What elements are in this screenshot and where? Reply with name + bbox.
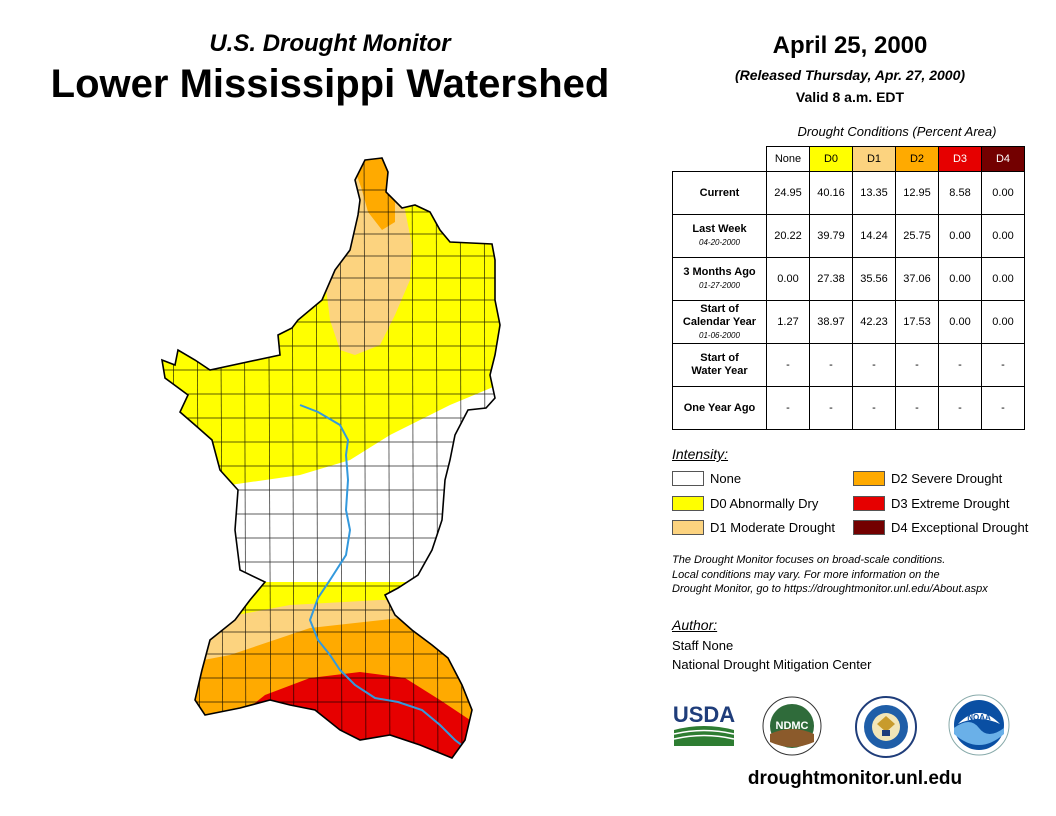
legend-item-d2: D2 Severe Drought	[853, 471, 1002, 486]
legend-label: None	[710, 471, 742, 486]
table-cell: 0.00	[981, 171, 1025, 215]
table-row: Start of Calendar Year 01-06-2000 1.27 38.…	[672, 300, 1025, 344]
info-note: The Drought Monitor focuses on broad-sca…	[672, 553, 1042, 597]
table-cell: 1.27	[766, 300, 810, 344]
table-cell: 8.58	[938, 171, 982, 215]
col-header-d2: D2	[895, 146, 939, 172]
table-cell: -	[981, 386, 1025, 430]
table-cell: 12.95	[895, 171, 939, 215]
table-cell: 37.06	[895, 257, 939, 301]
table-caption: Drought Conditions (Percent Area)	[797, 124, 997, 139]
legend-item-none: None	[672, 471, 741, 486]
row-label: Last Week 04-20-2000	[672, 214, 767, 258]
table-cell: 35.56	[852, 257, 896, 301]
legend-label: D0 Abnormally Dry	[710, 496, 819, 511]
commerce-seal-icon	[855, 696, 917, 758]
legend-swatch	[672, 520, 704, 535]
noaa-logo-icon: NOAA	[948, 694, 1010, 756]
table-row: Last Week 04-20-2000 20.22 39.79 14.24 25…	[672, 214, 1025, 258]
table-cell: 17.53	[895, 300, 939, 344]
row-label: Start of Calendar Year 01-06-2000	[672, 300, 767, 344]
note-line: Local conditions may vary. For more info…	[672, 568, 940, 581]
table-row: 3 Months Ago 01-27-2000 0.00 27.38 35.56 …	[672, 257, 1025, 301]
drought-conditions-table: None D0 D1 D2 D3 D4 Current 24.95 40.16 …	[672, 146, 1025, 430]
legend-swatch	[853, 520, 885, 535]
table-cell: -	[766, 343, 810, 387]
table-cell: 39.79	[809, 214, 853, 258]
table-cell: 0.00	[766, 257, 810, 301]
col-header-none: None	[766, 146, 810, 172]
table-cell: -	[938, 343, 982, 387]
table-cell: -	[809, 343, 853, 387]
col-header-d3: D3	[938, 146, 982, 172]
table-corner	[673, 147, 767, 172]
website-link[interactable]: droughtmonitor.unl.edu	[747, 768, 963, 789]
ndmc-logo-icon: NDMC	[762, 696, 822, 756]
note-line: The Drought Monitor focuses on broad-sca…	[672, 554, 946, 566]
table-cell: 25.75	[895, 214, 939, 258]
table-cell: 42.23	[852, 300, 896, 344]
table-cell: 40.16	[809, 171, 853, 215]
author-title: Author:	[672, 617, 718, 633]
row-label: One Year Ago	[672, 386, 767, 430]
table-cell: -	[895, 343, 939, 387]
legend-swatch	[672, 496, 704, 511]
table-header-row: None D0 D1 D2 D3 D4	[673, 146, 1025, 172]
table-cell: 27.38	[809, 257, 853, 301]
drought-map	[160, 157, 501, 759]
table-cell: -	[852, 386, 896, 430]
table-cell: 38.97	[809, 300, 853, 344]
svg-text:NDMC: NDMC	[776, 720, 809, 732]
legend-label: D3 Extreme Drought	[891, 496, 1010, 511]
release-date: (Released Thursday, Apr. 27, 2000)	[734, 67, 966, 83]
legend-label: D4 Exceptional Drought	[891, 520, 1029, 535]
legend-item-d1: D1 Moderate Drought	[672, 520, 835, 535]
legend-label: D2 Severe Drought	[891, 471, 1003, 486]
svg-text:NOAA: NOAA	[967, 713, 991, 722]
author-org: National Drought Mitigation Center	[672, 657, 872, 672]
table-cell: -	[938, 386, 982, 430]
row-label: 3 Months Ago 01-27-2000	[672, 257, 767, 301]
legend-item-d3: D3 Extreme Drought	[853, 496, 1010, 511]
table-cell: 20.22	[766, 214, 810, 258]
table-cell: -	[852, 343, 896, 387]
table-cell: 0.00	[938, 214, 982, 258]
table-row: Start of Water Year - - - - - -	[672, 343, 1025, 387]
col-header-d0: D0	[809, 146, 853, 172]
table-cell: 0.00	[981, 300, 1025, 344]
table-cell: -	[809, 386, 853, 430]
col-header-d1: D1	[852, 146, 896, 172]
legend-swatch	[853, 471, 885, 486]
table-cell: 14.24	[852, 214, 896, 258]
legend-item-d0: D0 Abnormally Dry	[672, 496, 818, 511]
legend-title: Intensity:	[672, 446, 729, 462]
table-cell: -	[981, 343, 1025, 387]
table-cell: 24.95	[766, 171, 810, 215]
table-cell: -	[895, 386, 939, 430]
row-label: Current	[672, 171, 767, 215]
legend-swatch	[672, 471, 704, 486]
table-cell: -	[766, 386, 810, 430]
author-name: Staff None	[672, 638, 734, 653]
table-cell: 0.00	[938, 257, 982, 301]
svg-text:USDA: USDA	[673, 702, 735, 727]
table-cell: 13.35	[852, 171, 896, 215]
legend-label: D1 Moderate Drought	[710, 520, 836, 535]
legend-item-d4: D4 Exceptional Drought	[853, 520, 1028, 535]
legend-swatch	[853, 496, 885, 511]
table-cell: 0.00	[938, 300, 982, 344]
table-row: One Year Ago - - - - - -	[672, 386, 1025, 430]
map-date: April 25, 2000	[772, 32, 928, 59]
table-cell: 0.00	[981, 214, 1025, 258]
valid-time: Valid 8 a.m. EDT	[795, 89, 905, 105]
table-cell: 0.00	[981, 257, 1025, 301]
table-row: Current 24.95 40.16 13.35 12.95 8.58 0.0…	[672, 171, 1025, 215]
map-subtitle: U.S. Drought Monitor	[209, 30, 451, 57]
note-line: Drought Monitor, go to https://droughtmo…	[672, 583, 988, 595]
col-header-d4: D4	[981, 146, 1025, 172]
map-title: Lower Mississippi Watershed	[50, 62, 610, 106]
row-label: Start of Water Year	[672, 343, 767, 387]
usda-logo-icon: USDA	[673, 702, 735, 746]
